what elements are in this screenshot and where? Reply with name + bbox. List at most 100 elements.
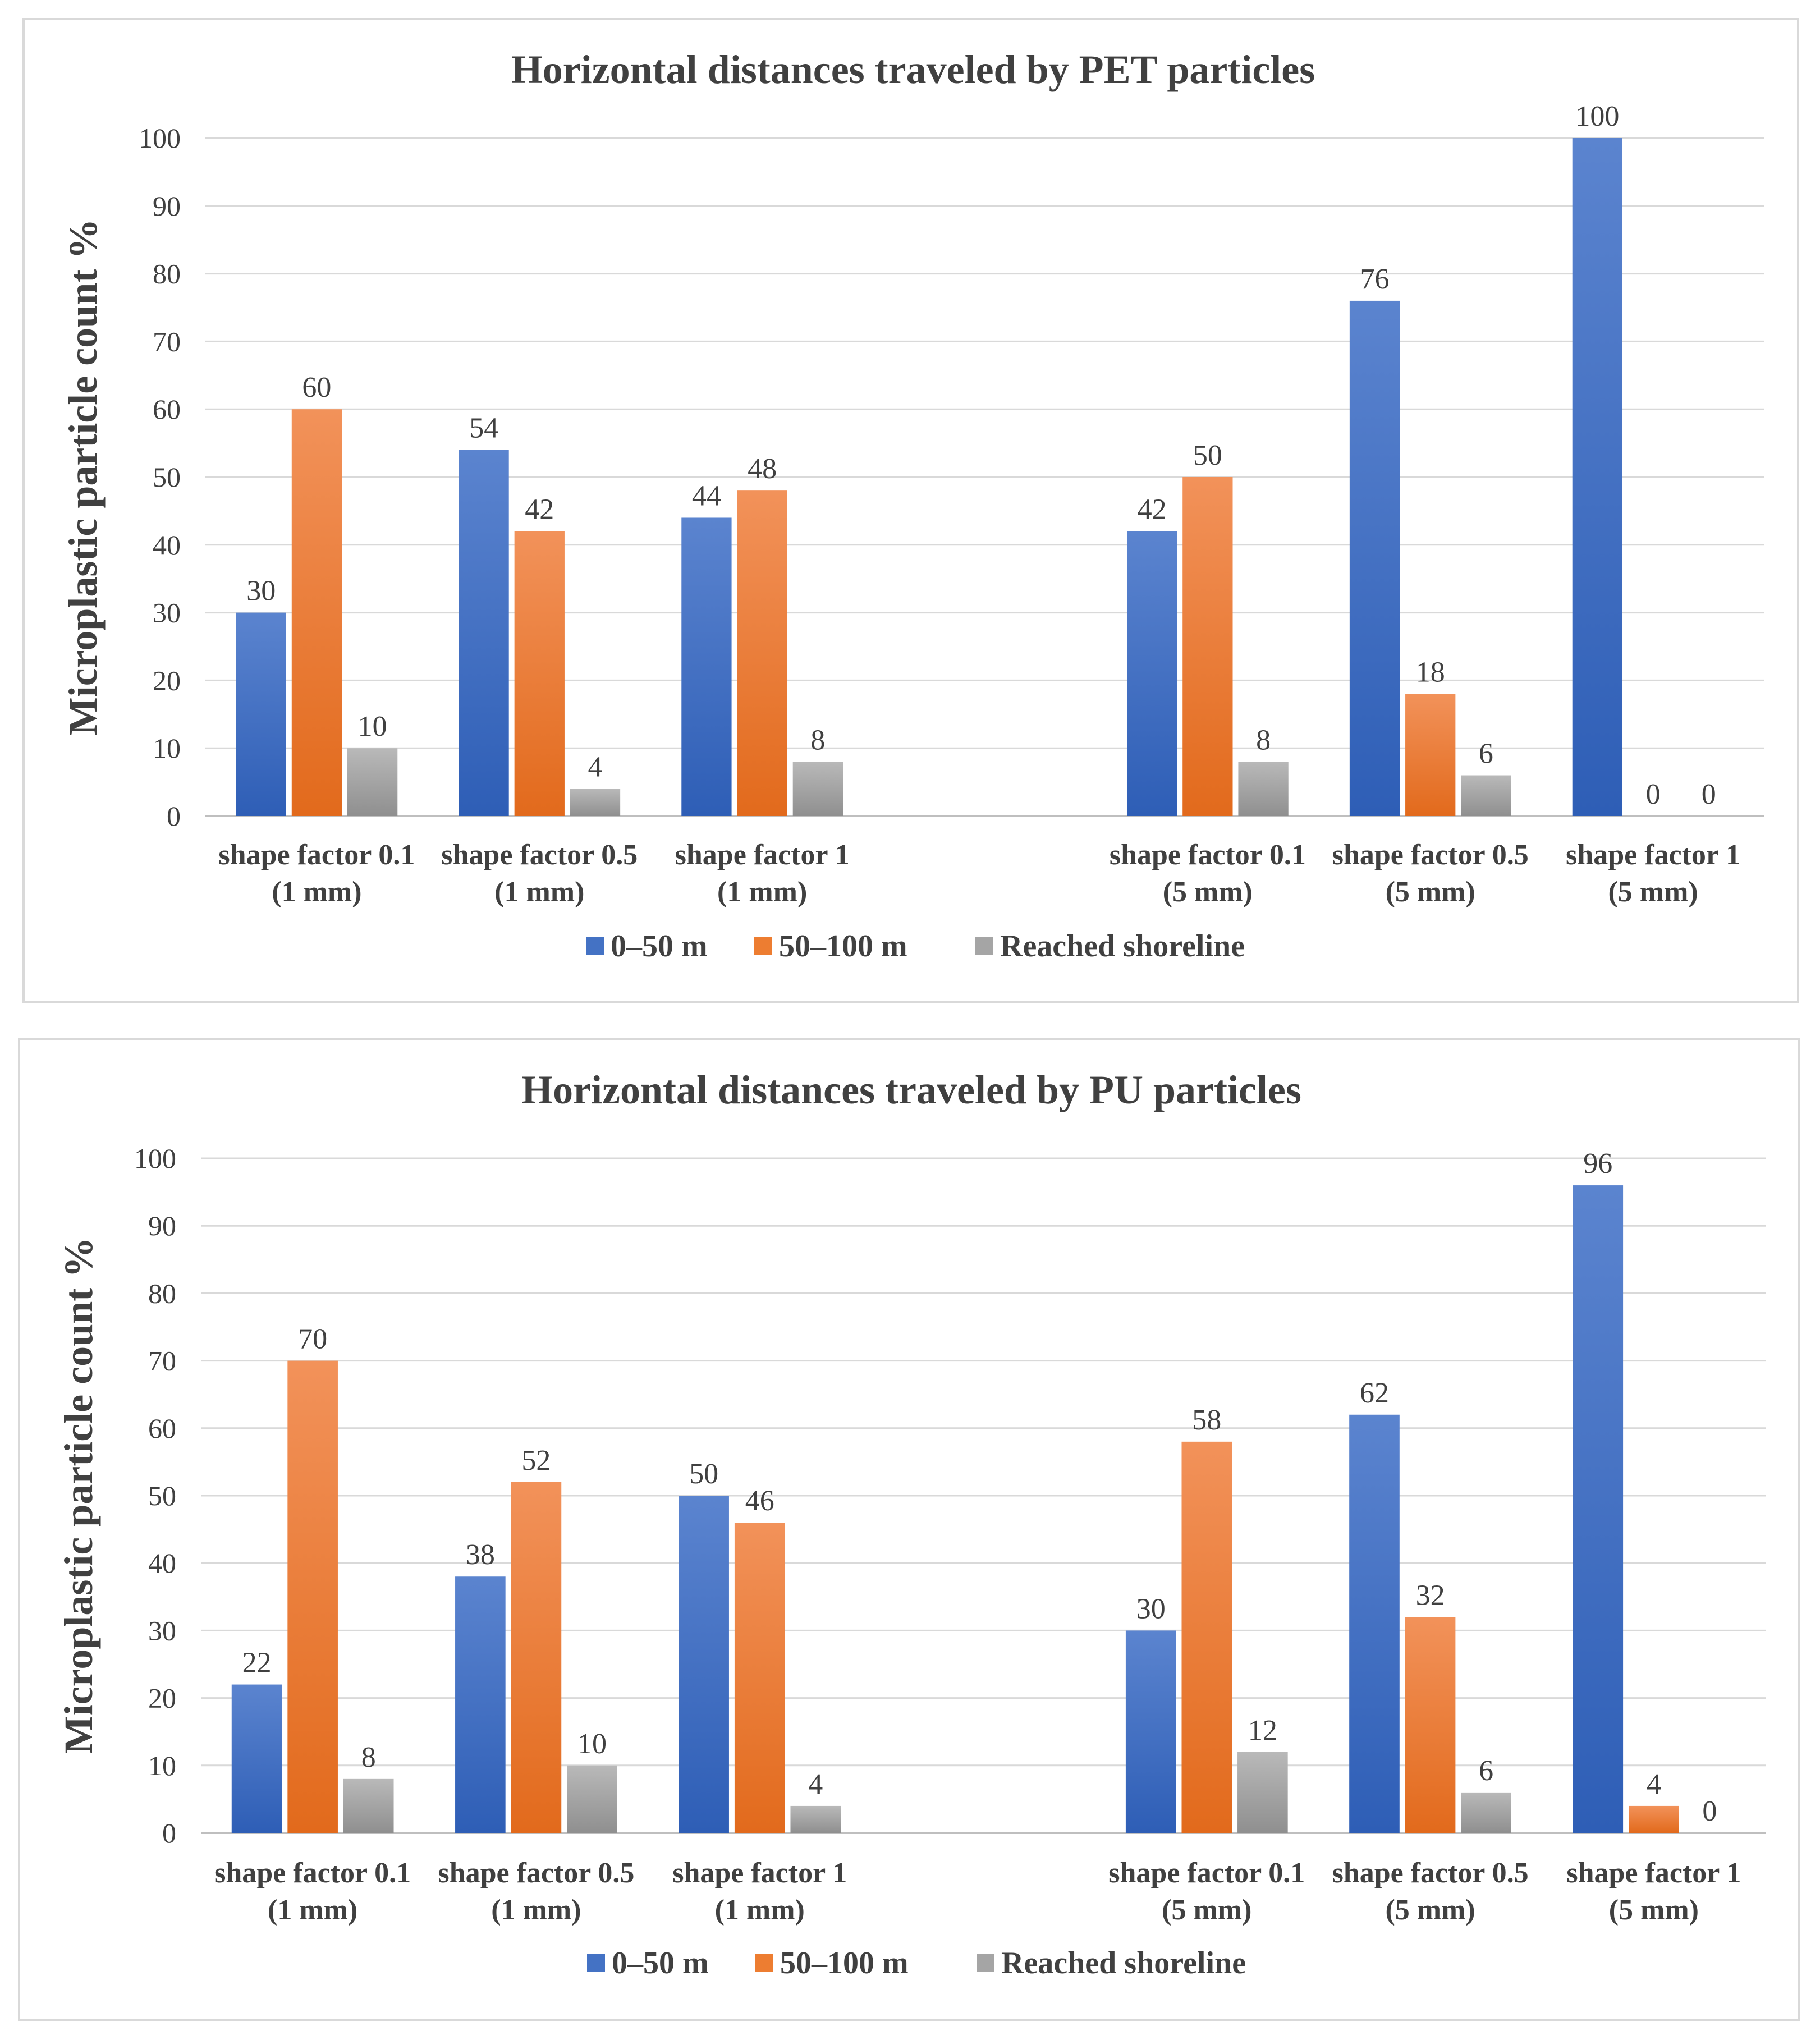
bar-reached-shoreline	[1461, 1792, 1511, 1833]
x-tick-label: shape factor 0.5	[1332, 839, 1529, 871]
bar-0-50-m	[231, 1684, 282, 1833]
x-tick-label: shape factor 1	[1566, 839, 1740, 871]
y-tick-label: 10	[148, 1750, 176, 1781]
y-tick-label: 60	[153, 393, 181, 425]
x-tick-label: shape factor 0.1	[1110, 839, 1306, 871]
bar-0-50-m	[1126, 531, 1177, 816]
y-tick-label: 30	[153, 597, 181, 629]
y-tick-label: 90	[148, 1210, 176, 1241]
x-tick-sublabel: (5 mm)	[1163, 876, 1253, 908]
legend-swatch	[977, 1954, 994, 1972]
data-label: 4	[808, 1768, 823, 1800]
data-label: 0	[1646, 778, 1661, 810]
data-label: 12	[1248, 1714, 1277, 1746]
legend-label: 0–50 m	[612, 1946, 709, 1981]
data-label: 8	[361, 1741, 376, 1773]
data-label: 100	[1575, 100, 1619, 132]
bar-50-100-m	[734, 1523, 785, 1833]
y-tick-label: 40	[153, 529, 181, 561]
data-label: 96	[1583, 1148, 1612, 1180]
data-label: 54	[469, 412, 498, 444]
bar-reached-shoreline	[1461, 775, 1511, 816]
y-tick-label: 20	[153, 664, 181, 696]
pet-chart-panel: Horizontal distances traveled by PET par…	[22, 18, 1799, 1003]
data-label: 38	[466, 1539, 495, 1571]
pu-chart-panel: Horizontal distances traveled by PU part…	[18, 1038, 1800, 2021]
bar-0-50-m	[236, 612, 286, 816]
y-tick-label: 70	[148, 1345, 176, 1377]
x-tick-label: shape factor 0.5	[438, 1857, 634, 1889]
bar-reached-shoreline	[570, 789, 621, 816]
bar-50-100-m	[287, 1360, 338, 1833]
legend-label: 0–50 m	[611, 929, 708, 964]
bar-50-100-m	[1629, 1805, 1679, 1833]
x-tick-sublabel: (1 mm)	[717, 876, 807, 908]
data-label: 8	[1256, 724, 1271, 756]
data-label: 52	[521, 1445, 551, 1477]
data-label: 60	[302, 372, 331, 404]
chart-title: Horizontal distances traveled by PU part…	[521, 1067, 1301, 1112]
x-tick-sublabel: (1 mm)	[268, 1894, 357, 1926]
bar-0-50-m	[681, 517, 732, 816]
x-tick-label: shape factor 0.1	[214, 1857, 411, 1889]
y-tick-label: 60	[148, 1413, 176, 1444]
y-tick-label: 80	[148, 1277, 176, 1309]
bar-50-100-m	[1405, 1617, 1456, 1833]
data-label: 32	[1416, 1579, 1445, 1611]
x-tick-sublabel: (1 mm)	[715, 1894, 805, 1926]
legend-swatch	[755, 1954, 773, 1972]
y-tick-label: 50	[148, 1480, 176, 1511]
bar-reached-shoreline	[1238, 762, 1289, 816]
data-label: 50	[1193, 439, 1222, 471]
bar-reached-shoreline	[1237, 1752, 1288, 1833]
y-tick-label: 100	[134, 1143, 176, 1174]
legend-swatch	[754, 937, 772, 955]
pet-chart: Horizontal distances traveled by PET par…	[61, 47, 1764, 964]
x-tick-label: shape factor 0.5	[441, 839, 638, 871]
bar-50-100-m	[291, 409, 342, 816]
data-label: 46	[745, 1485, 774, 1517]
x-tick-sublabel: (5 mm)	[1162, 1894, 1251, 1926]
bar-0-50-m	[679, 1496, 729, 1833]
data-label: 42	[1138, 494, 1167, 526]
bar-0-50-m	[1572, 138, 1623, 816]
bar-0-50-m	[459, 450, 509, 816]
x-tick-label: shape factor 1	[675, 839, 850, 871]
legend-swatch	[975, 937, 993, 955]
x-tick-label: shape factor 1	[672, 1857, 847, 1889]
x-tick-label: shape factor 0.1	[218, 839, 415, 871]
y-tick-label: 20	[148, 1683, 176, 1714]
bar-0-50-m	[1349, 300, 1400, 816]
bar-50-100-m	[737, 490, 787, 816]
y-tick-label: 0	[167, 800, 181, 832]
bar-50-100-m	[511, 1482, 562, 1833]
data-label: 62	[1360, 1377, 1389, 1409]
data-label: 22	[242, 1647, 272, 1679]
y-tick-label: 70	[153, 326, 181, 357]
data-label: 10	[577, 1728, 607, 1760]
bar-50-100-m	[1182, 477, 1233, 816]
y-axis-label: Microplastic particle count %	[56, 1237, 101, 1754]
legend-label: 50–100 m	[780, 1946, 909, 1981]
data-label: 0	[1702, 1795, 1717, 1827]
bar-50-100-m	[514, 531, 565, 816]
y-tick-label: 0	[162, 1817, 176, 1849]
data-label: 6	[1479, 738, 1493, 770]
x-tick-sublabel: (5 mm)	[1609, 1894, 1699, 1926]
data-label: 0	[1702, 778, 1716, 810]
x-tick-sublabel: (5 mm)	[1385, 1894, 1475, 1926]
data-label: 10	[358, 710, 387, 742]
data-label: 44	[692, 480, 721, 512]
x-tick-label: shape factor 1	[1566, 1857, 1741, 1889]
data-label: 4	[588, 751, 603, 783]
data-label: 48	[748, 453, 777, 485]
legend-label: Reached shoreline	[1001, 1946, 1246, 1981]
bar-reached-shoreline	[567, 1765, 617, 1833]
bar-reached-shoreline	[343, 1778, 394, 1833]
x-tick-sublabel: (1 mm)	[494, 876, 584, 908]
bar-reached-shoreline	[792, 762, 843, 816]
y-tick-label: 10	[153, 732, 181, 764]
legend-swatch	[587, 1954, 605, 1972]
y-tick-label: 50	[153, 461, 181, 493]
data-label: 70	[298, 1323, 327, 1355]
